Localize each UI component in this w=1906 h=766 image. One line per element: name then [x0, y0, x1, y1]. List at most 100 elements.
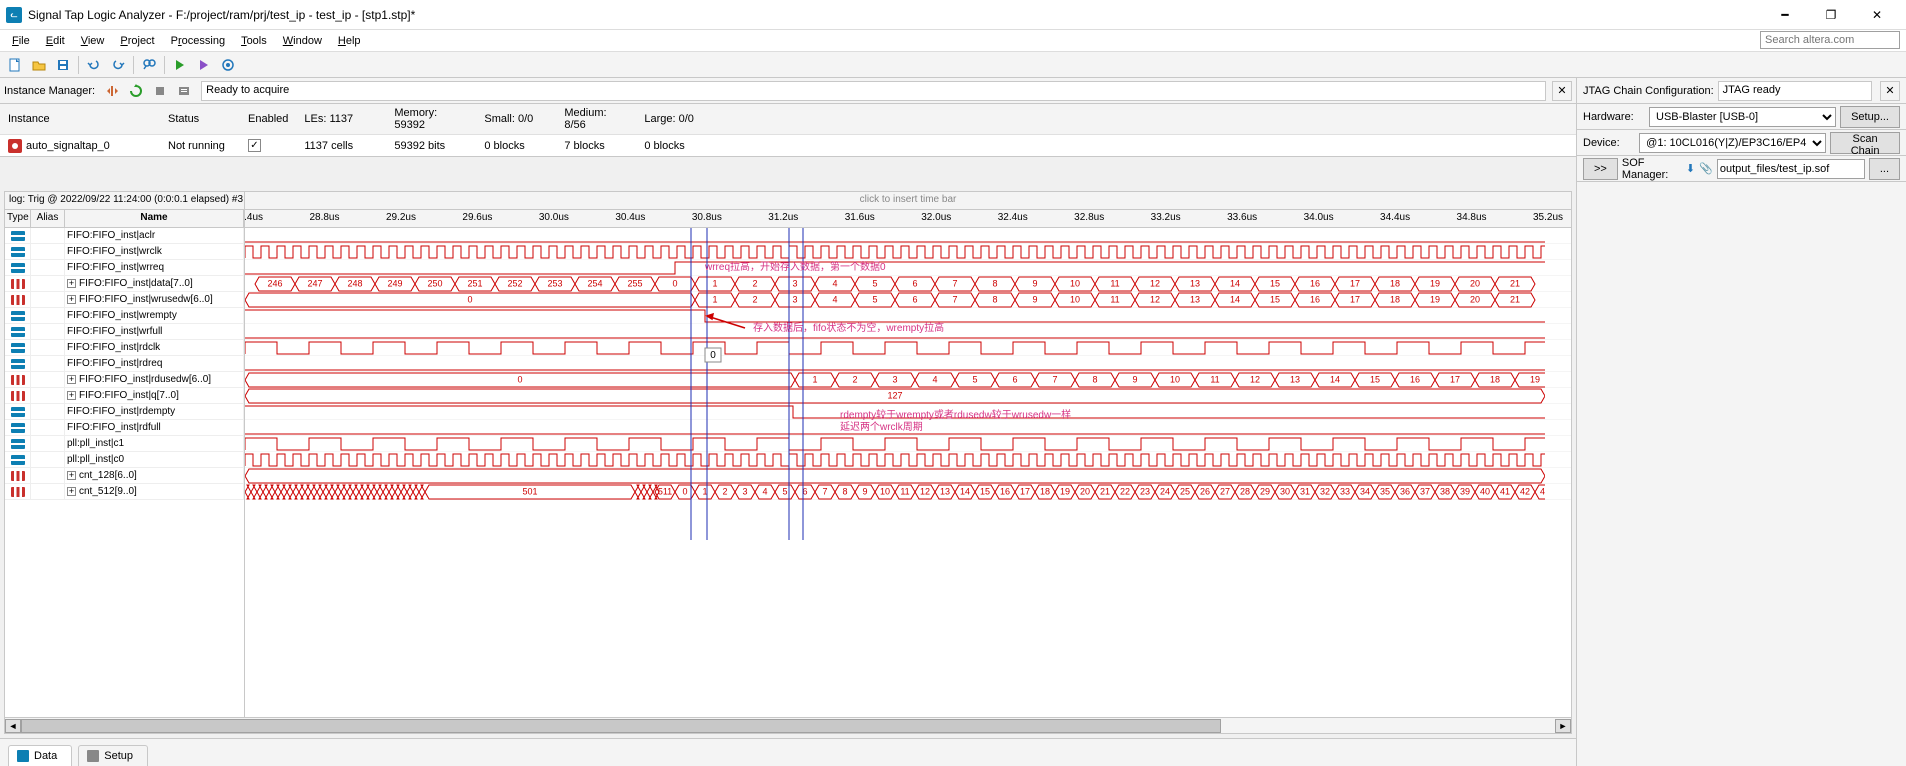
- waveform-row[interactable]: [245, 260, 1571, 276]
- svg-text:40: 40: [1480, 486, 1490, 496]
- waveform-row[interactable]: 0123456789101112131415161718192021: [245, 292, 1571, 308]
- signal-row[interactable]: pll:pll_inst|c1: [5, 436, 244, 452]
- instance-col-header[interactable]: Enabled: [240, 104, 296, 135]
- run-analysis-icon[interactable]: [101, 80, 123, 102]
- open-file-icon[interactable]: [28, 54, 50, 76]
- waveform-row[interactable]: [245, 436, 1571, 452]
- waveform-row[interactable]: [245, 308, 1571, 324]
- find-icon[interactable]: [138, 54, 160, 76]
- expand-icon[interactable]: +: [67, 295, 76, 304]
- instance-col-header[interactable]: Instance: [0, 104, 160, 135]
- expand-icon[interactable]: +: [67, 471, 76, 480]
- waveform-row[interactable]: [245, 324, 1571, 340]
- instance-col-header[interactable]: Memory: 59392: [386, 104, 476, 135]
- signal-row[interactable]: FIFO:FIFO_inst|wrreq: [5, 260, 244, 276]
- expand-icon[interactable]: +: [67, 391, 76, 400]
- waveform-row[interactable]: [245, 356, 1571, 372]
- signal-row[interactable]: FIFO:FIFO_inst|rdempty: [5, 404, 244, 420]
- timebar-hint[interactable]: click to insert time bar: [245, 192, 1571, 209]
- redo-icon[interactable]: [107, 54, 129, 76]
- maximize-button[interactable]: ❐: [1808, 0, 1854, 30]
- signal-row[interactable]: +cnt_512[9..0]: [5, 484, 244, 500]
- waveform-canvas[interactable]: 28.4us28.8us29.2us29.6us30.0us30.4us30.8…: [245, 210, 1571, 717]
- scroll-right-icon[interactable]: ►: [1555, 719, 1571, 733]
- waveform-row[interactable]: 127: [245, 388, 1571, 404]
- signal-row[interactable]: +FIFO:FIFO_inst|q[7..0]: [5, 388, 244, 404]
- instance-table-row[interactable]: auto_signaltap_0 Not running ✓ 1137 cell…: [0, 135, 1576, 157]
- expand-icon[interactable]: +: [67, 279, 76, 288]
- signal-row[interactable]: +cnt_128[6..0]: [5, 468, 244, 484]
- setup-button[interactable]: Setup...: [1840, 106, 1900, 128]
- sof-file-input[interactable]: [1717, 159, 1865, 179]
- menu-edit[interactable]: Edit: [38, 33, 73, 49]
- hardware-select[interactable]: USB-Blaster [USB-0]: [1649, 107, 1836, 127]
- menu-view[interactable]: View: [73, 33, 113, 49]
- undo-icon[interactable]: [83, 54, 105, 76]
- signal-row[interactable]: FIFO:FIFO_inst|aclr: [5, 228, 244, 244]
- attach-icon[interactable]: 📎: [1699, 162, 1713, 175]
- signal-row[interactable]: +FIFO:FIFO_inst|data[7..0]: [5, 276, 244, 292]
- signal-row[interactable]: FIFO:FIFO_inst|rdclk: [5, 340, 244, 356]
- tab-data[interactable]: Data: [8, 745, 72, 766]
- signal-row[interactable]: FIFO:FIFO_inst|rdreq: [5, 356, 244, 372]
- tab-setup[interactable]: Setup: [78, 745, 148, 766]
- expand-icon[interactable]: +: [67, 487, 76, 496]
- svg-text:246: 246: [267, 278, 282, 288]
- signal-row[interactable]: pll:pll_inst|c0: [5, 452, 244, 468]
- stop-icon[interactable]: [149, 80, 171, 102]
- instance-col-header[interactable]: Large: 0/0: [636, 104, 1576, 135]
- read-data-icon[interactable]: [173, 80, 195, 102]
- instance-col-header[interactable]: Status: [160, 104, 240, 135]
- scan-chain-button[interactable]: Scan Chain: [1830, 132, 1900, 154]
- jtag-close-icon[interactable]: ✕: [1880, 81, 1900, 101]
- waveform-row[interactable]: 012345678910111213141516171819: [245, 372, 1571, 388]
- scroll-thumb[interactable]: [21, 719, 1221, 733]
- instance-manager-label: Instance Manager:: [4, 85, 95, 97]
- download-icon[interactable]: ⬇: [1686, 162, 1695, 175]
- waveform-row[interactable]: [245, 452, 1571, 468]
- waveform-row[interactable]: [245, 228, 1571, 244]
- menu-processing[interactable]: Processing: [163, 33, 233, 49]
- waveform-row[interactable]: [245, 404, 1571, 420]
- signal-row[interactable]: +FIFO:FIFO_inst|rdusedw[6..0]: [5, 372, 244, 388]
- signal-row[interactable]: FIFO:FIFO_inst|wrfull: [5, 324, 244, 340]
- waveform-row[interactable]: 5015110123456789101112131415161718192021…: [245, 484, 1571, 500]
- run-icon[interactable]: [169, 54, 191, 76]
- sof-browse-button[interactable]: ...: [1869, 158, 1900, 180]
- save-icon[interactable]: [52, 54, 74, 76]
- settings-icon[interactable]: [217, 54, 239, 76]
- menu-window[interactable]: Window: [275, 33, 330, 49]
- expand-icon[interactable]: +: [67, 375, 76, 384]
- waveform-row[interactable]: [245, 420, 1571, 436]
- svg-text:24: 24: [1160, 486, 1170, 496]
- signal-row[interactable]: FIFO:FIFO_inst|rdfull: [5, 420, 244, 436]
- instance-col-header[interactable]: LEs: 1137: [296, 104, 386, 135]
- menu-tools[interactable]: Tools: [233, 33, 275, 49]
- close-button[interactable]: ✕: [1854, 0, 1900, 30]
- svg-text:255: 255: [627, 278, 642, 288]
- new-file-icon[interactable]: [4, 54, 26, 76]
- menu-project[interactable]: Project: [112, 33, 162, 49]
- compile-icon[interactable]: [193, 54, 215, 76]
- signal-row[interactable]: +FIFO:FIFO_inst|wrusedw[6..0]: [5, 292, 244, 308]
- menu-file[interactable]: File: [4, 33, 38, 49]
- instance-col-header[interactable]: Medium: 8/56: [556, 104, 636, 135]
- waveform-row[interactable]: [245, 244, 1571, 260]
- signal-row[interactable]: FIFO:FIFO_inst|wrclk: [5, 244, 244, 260]
- sof-prev-button[interactable]: >>: [1583, 158, 1618, 180]
- device-select[interactable]: @1: 10CL016(Y|Z)/EP3C16/EP4: [1639, 133, 1826, 153]
- time-ruler[interactable]: 28.4us28.8us29.2us29.6us30.0us30.4us30.8…: [245, 210, 1571, 228]
- horizontal-scrollbar[interactable]: ◄ ►: [5, 717, 1571, 733]
- close-panel-icon[interactable]: ✕: [1552, 81, 1572, 101]
- minimize-button[interactable]: ━: [1762, 0, 1808, 30]
- waveform-row[interactable]: [245, 340, 1571, 356]
- enabled-checkbox[interactable]: ✓: [248, 139, 261, 152]
- waveform-row[interactable]: [245, 468, 1571, 484]
- autorun-icon[interactable]: [125, 80, 147, 102]
- search-input[interactable]: [1760, 31, 1900, 49]
- scroll-left-icon[interactable]: ◄: [5, 719, 21, 733]
- waveform-row[interactable]: 2462472482492502512522532542550123456789…: [245, 276, 1571, 292]
- signal-row[interactable]: FIFO:FIFO_inst|wrempty: [5, 308, 244, 324]
- instance-col-header[interactable]: Small: 0/0: [476, 104, 556, 135]
- menu-help[interactable]: Help: [330, 33, 369, 49]
